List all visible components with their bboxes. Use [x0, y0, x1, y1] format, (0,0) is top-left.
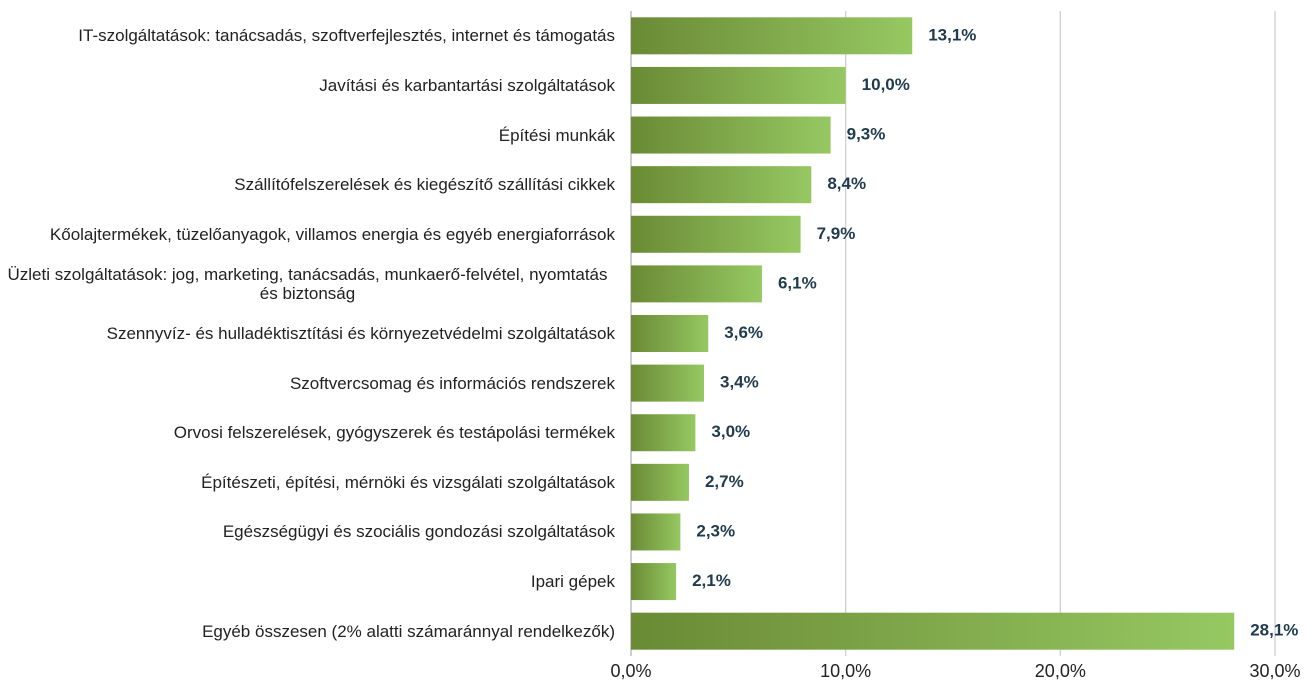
bar — [631, 66, 846, 104]
category-text: Orvosi felszerelések, gyógyszerek és tes… — [173, 423, 615, 443]
category-text: Szennyvíz- és hulladéktisztítási és körn… — [106, 323, 615, 343]
y-tick-label: Szállítófelszerelések és kiegészítő szál… — [0, 160, 615, 210]
bar — [631, 563, 677, 601]
bar — [631, 116, 831, 154]
category-text: Egészségügyi és szociális gondozási szol… — [222, 522, 615, 542]
category-text: IT-szolgáltatások: tanácsadás, szoftverf… — [78, 26, 615, 46]
y-tick-label: Ipari gépek — [0, 557, 615, 607]
bar — [631, 315, 709, 352]
data-label: 13,1% — [928, 25, 976, 44]
data-label: 9,3% — [847, 125, 886, 144]
y-tick-label: Szoftvercsomag és információs rendszerek — [0, 358, 615, 408]
data-label: 6,1% — [778, 273, 817, 292]
y-tick-label: IT-szolgáltatások: tanácsadás, szoftverf… — [0, 11, 615, 61]
y-tick-label: Kőolajtermékek, tüzelőanyagok, villamos … — [0, 209, 615, 259]
category-text: Javítási és karbantartási szolgáltatások — [319, 75, 615, 95]
y-tick-label: Javítási és karbantartási szolgáltatások — [0, 61, 615, 111]
y-tick-label: Szennyvíz- és hulladéktisztítási és körn… — [0, 309, 615, 359]
bar — [631, 513, 681, 551]
category-text: Ipari gépek — [530, 572, 615, 592]
data-label: 3,0% — [711, 422, 750, 441]
x-tick-label: 10,0% — [820, 661, 871, 681]
x-tick-label: 0,0% — [610, 661, 651, 681]
data-label: 28,1% — [1250, 621, 1298, 640]
data-label: 3,6% — [724, 323, 763, 342]
bar — [631, 364, 704, 402]
category-text: Szoftvercsomag és információs rendszerek — [289, 373, 615, 393]
data-label: 2,7% — [705, 472, 744, 491]
x-tick-label: 20,0% — [1035, 661, 1086, 681]
category-text: Üzleti szolgáltatások: jog, marketing, t… — [7, 264, 608, 303]
data-label: 3,4% — [720, 373, 759, 392]
bar — [631, 265, 762, 303]
y-tick-label: Építési munkák — [0, 110, 615, 160]
data-label: 10,0% — [862, 75, 910, 94]
category-text: Egyéb összesen (2% alatti számaránnyal r… — [202, 621, 615, 641]
y-tick-label: Egyéb összesen (2% alatti számaránnyal r… — [0, 606, 615, 656]
bar — [631, 463, 689, 501]
category-text: Építészeti, építési, mérnöki és vizsgála… — [201, 472, 615, 492]
bar — [631, 215, 801, 253]
data-label: 8,4% — [827, 174, 866, 193]
category-text: Szállítófelszerelések és kiegészítő szál… — [234, 175, 615, 195]
bar — [631, 414, 696, 452]
bar — [631, 612, 1235, 650]
category-text: Építési munkák — [498, 125, 615, 145]
bar — [631, 166, 812, 204]
x-tick-label: 30,0% — [1249, 661, 1300, 681]
data-label: 2,3% — [696, 521, 735, 540]
data-label: 2,1% — [692, 571, 731, 590]
category-text: Kőolajtermékek, tüzelőanyagok, villamos … — [49, 224, 615, 244]
data-label: 7,9% — [817, 224, 856, 243]
y-tick-label: Egészségügyi és szociális gondozási szol… — [0, 507, 615, 557]
y-tick-label: Építészeti, építési, mérnöki és vizsgála… — [0, 458, 615, 508]
bar — [631, 17, 913, 55]
y-tick-label: Üzleti szolgáltatások: jog, marketing, t… — [0, 259, 615, 309]
y-tick-label: Orvosi felszerelések, gyógyszerek és tes… — [0, 408, 615, 458]
